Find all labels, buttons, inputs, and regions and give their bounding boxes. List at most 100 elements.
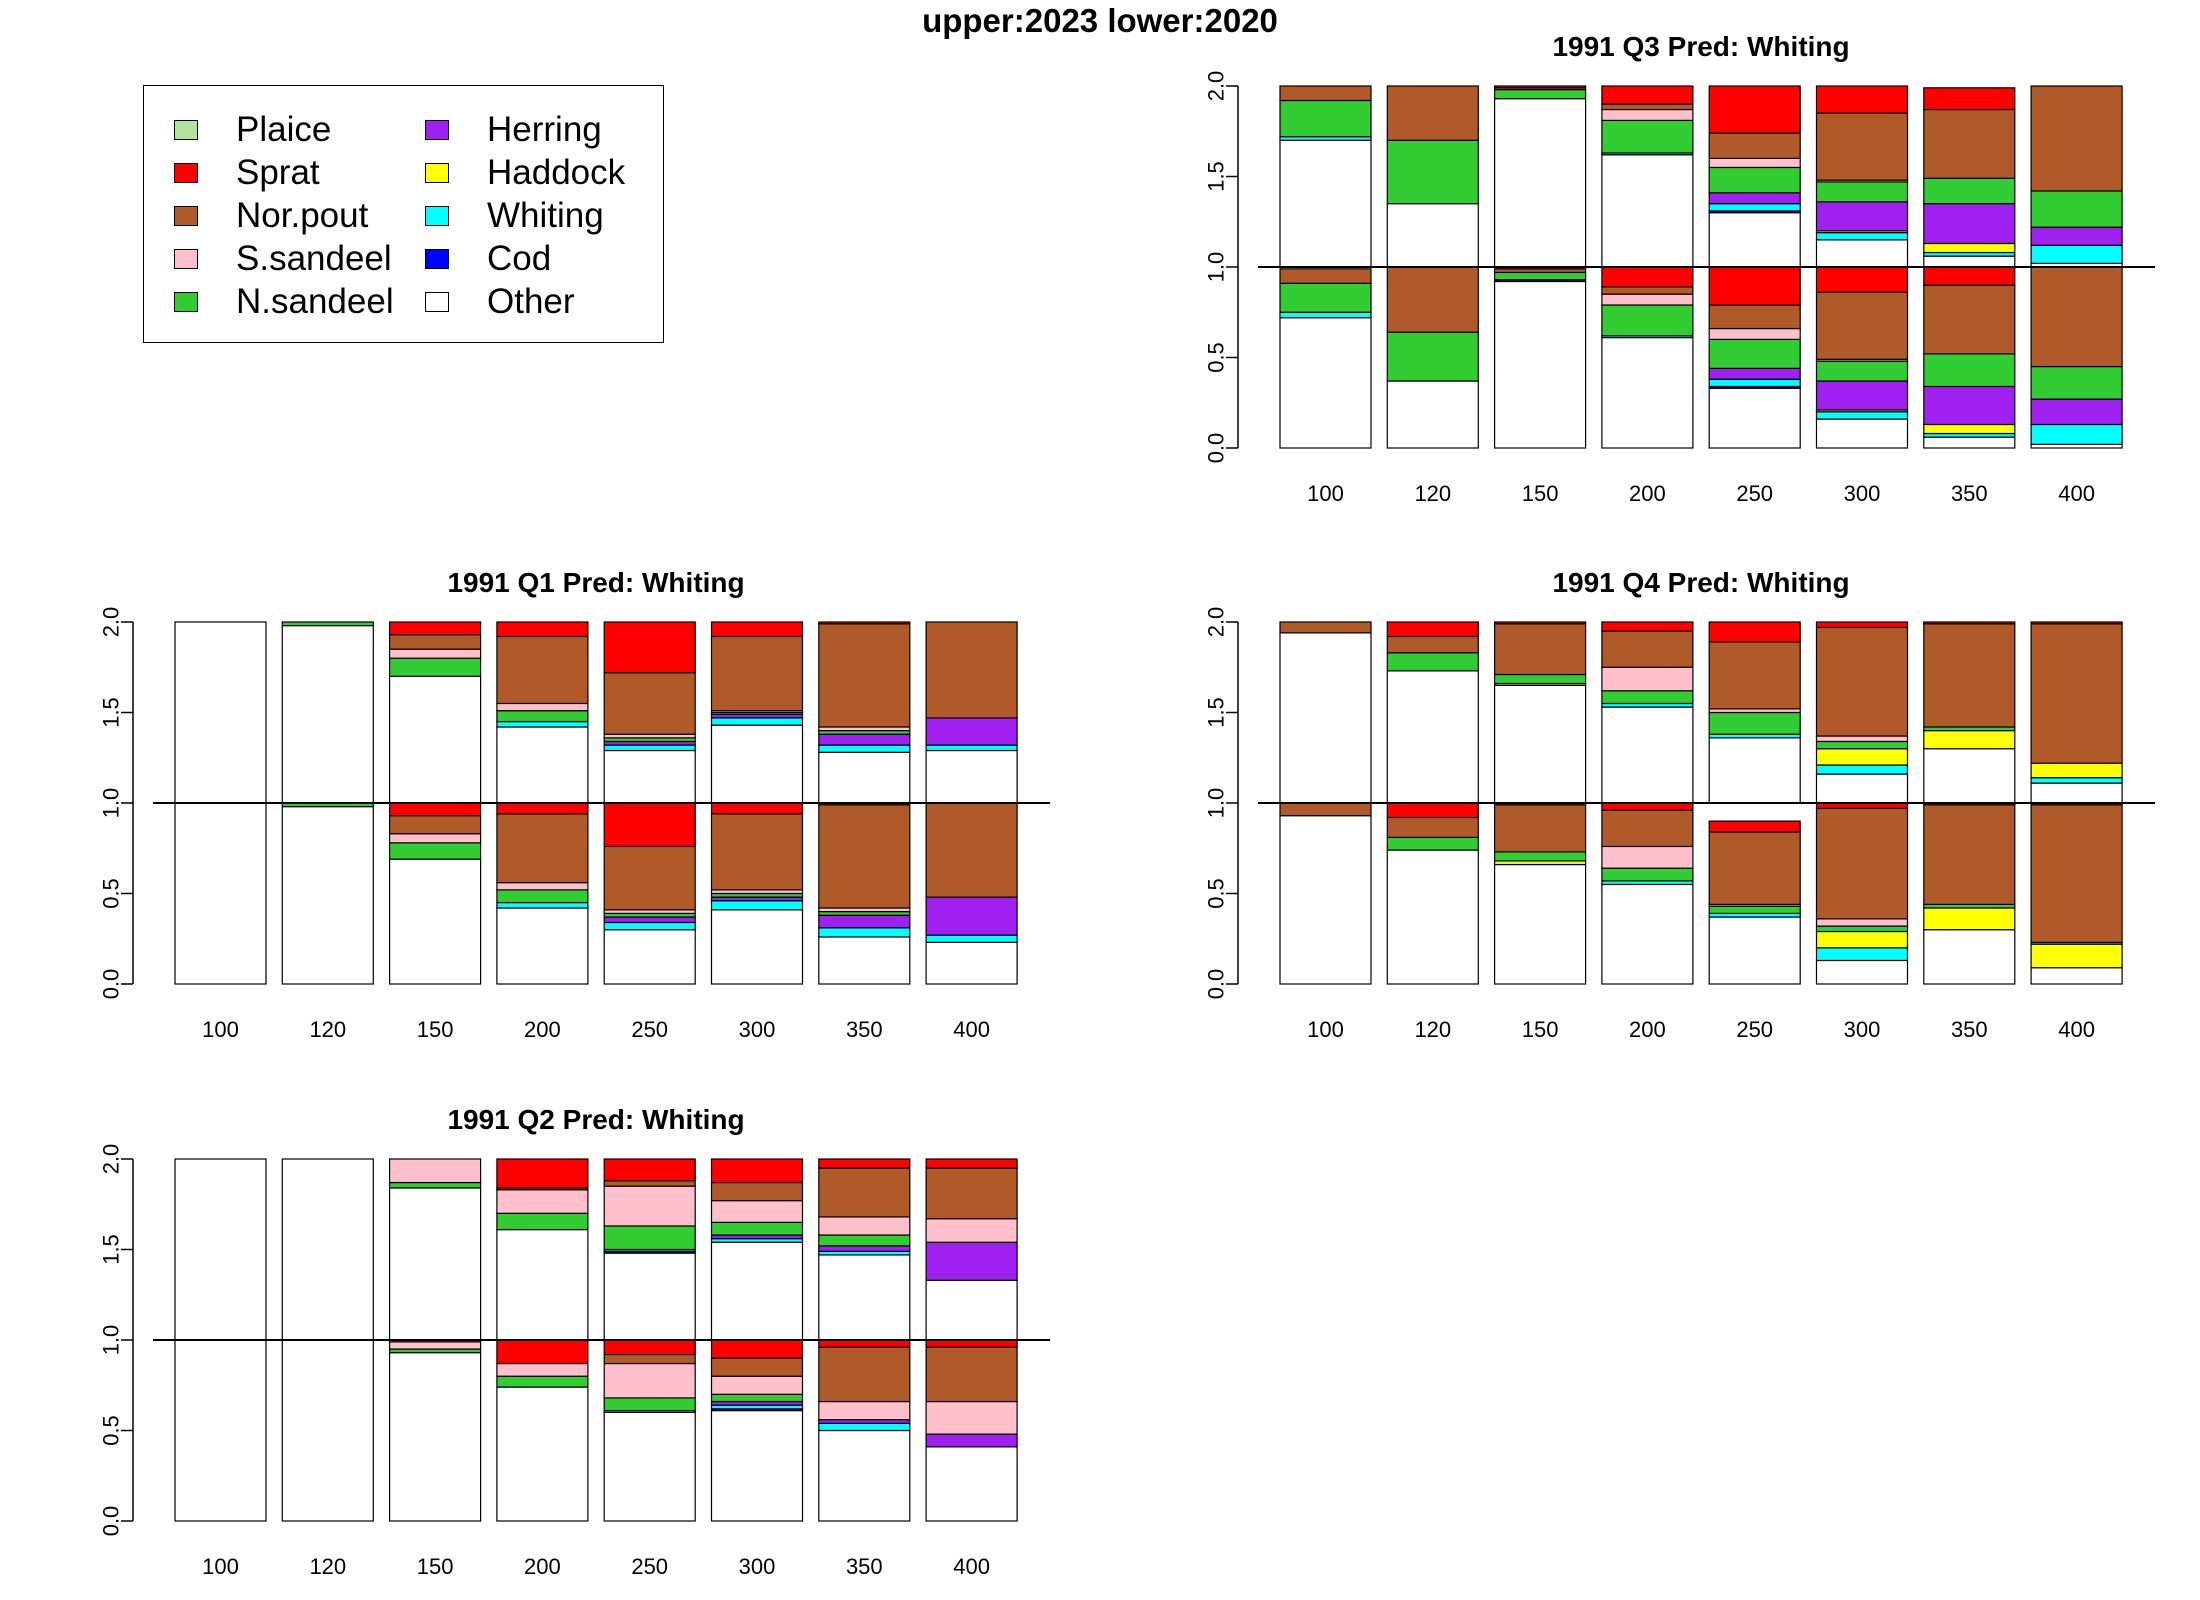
bar-segment — [1815, 411, 1909, 420]
bar-segment — [1815, 959, 1909, 985]
bar-segment — [603, 621, 696, 674]
bar-segment — [818, 1429, 911, 1522]
bar-segment — [1386, 652, 1479, 672]
bar-segment — [603, 744, 696, 752]
legend-swatch — [174, 249, 198, 269]
x-tick-label: 400 — [953, 1554, 990, 1579]
bar-segment — [1386, 139, 1479, 205]
bar-segment — [710, 1393, 804, 1403]
x-tick-label: 300 — [739, 1554, 776, 1579]
legend-swatch — [425, 163, 449, 183]
bar-segment — [1708, 378, 1801, 388]
bar-segment — [2030, 85, 2123, 192]
y-tick-label: 1.5 — [1204, 697, 1229, 728]
bar-segment — [2030, 762, 2123, 779]
bar-segment — [603, 916, 696, 924]
bar-segment — [1815, 291, 1909, 360]
bar-segment — [1923, 907, 2016, 931]
bar-segment — [1923, 423, 2016, 435]
bar-segment — [389, 833, 482, 844]
legend-item: Haddock — [425, 152, 625, 194]
x-tick-label: 400 — [953, 1017, 990, 1042]
bar-segment — [1923, 623, 2016, 728]
legend-swatch — [425, 249, 449, 269]
y-tick-label: 1.0 — [1204, 788, 1229, 819]
bar-segment — [1708, 820, 1801, 833]
bar-segment — [1493, 804, 1587, 853]
bar-segment — [1601, 666, 1694, 692]
bar-segment — [925, 1339, 1018, 1348]
bar-segment — [174, 1339, 267, 1522]
bar-segment — [281, 1339, 374, 1522]
main-title: upper:2023 lower:2020 — [922, 2, 1278, 39]
bar-segment — [389, 815, 482, 835]
bar-segment — [496, 1189, 589, 1214]
bar-segment — [174, 802, 267, 985]
bar-segment — [1708, 212, 1801, 268]
y-tick-label: 2.0 — [99, 1144, 124, 1175]
bar-segment — [496, 813, 589, 884]
bar-segment — [925, 749, 1018, 804]
bar-segment — [496, 726, 589, 804]
bar-segment — [2030, 623, 2123, 764]
bar-segment — [818, 744, 911, 753]
bar-segment — [603, 1362, 696, 1399]
bar-segment — [1601, 85, 1694, 105]
bar-segment — [818, 1346, 911, 1403]
bar-segment — [818, 936, 911, 985]
bar-segment — [496, 1386, 589, 1522]
bar-segment — [496, 635, 589, 705]
bar-segment — [1601, 266, 1694, 288]
x-tick-label: 200 — [524, 1554, 561, 1579]
legend-item: Cod — [425, 238, 551, 280]
bar-segment — [1815, 748, 1909, 766]
legend-label: Whiting — [487, 196, 604, 235]
bar-segment — [1815, 266, 1909, 293]
bar-segment — [2030, 782, 2123, 804]
bar-segment — [1815, 626, 1909, 737]
bar-segment — [1493, 85, 1587, 89]
bar-segment — [818, 1216, 911, 1236]
bar-segment — [389, 858, 482, 985]
legend-swatch — [174, 206, 198, 226]
bar-segment — [925, 717, 1018, 746]
legend-item: Herring — [425, 109, 602, 151]
bar-segment — [389, 657, 482, 677]
bar-segment — [1815, 201, 1909, 232]
legend-swatch — [174, 120, 198, 140]
bar-segment — [1279, 621, 1372, 634]
bar-segment — [603, 1252, 696, 1341]
bar-segment — [281, 625, 374, 804]
bar-segment — [1601, 286, 1694, 295]
bar-segment — [1815, 930, 1909, 949]
bar-segment — [281, 621, 374, 627]
legend-label: Other — [487, 282, 575, 321]
bar-segment — [1279, 632, 1372, 804]
bar-segment — [496, 702, 589, 712]
bar-segment — [496, 720, 589, 728]
legend-item: Plaice — [174, 109, 331, 151]
bar-segment — [1923, 284, 2016, 355]
bar-segment — [925, 1346, 1018, 1403]
bar-segment — [389, 1181, 482, 1189]
bar-segment — [818, 1400, 911, 1421]
bar-segment — [925, 1158, 1018, 1169]
bar-segment — [818, 751, 911, 804]
bar-segment — [1708, 203, 1801, 212]
x-tick-label: 150 — [417, 1554, 454, 1579]
y-tick-label: 1.5 — [1204, 161, 1229, 192]
bar-segment — [1923, 266, 2016, 286]
panel-title: 1991 Q1 Pred: Whiting — [447, 567, 744, 598]
y-tick-label: 0.5 — [99, 1415, 124, 1446]
bar-segment — [1601, 293, 1694, 306]
y-tick-label: 1.5 — [99, 1234, 124, 1265]
bar-segment — [1493, 621, 1587, 625]
x-tick-label: 350 — [1951, 1017, 1988, 1042]
x-tick-label: 100 — [1307, 1017, 1344, 1042]
bar-segment — [1923, 385, 2016, 426]
bar-segment — [710, 1339, 804, 1359]
bar-segment — [2030, 777, 2123, 784]
panel: 1991 Q4 Pred: Whiting 0.0 0.5 1.0 1.5 2.0 100 1… — [1204, 567, 2156, 1042]
x-tick-label: 150 — [417, 1017, 454, 1042]
legend-item: Sprat — [174, 152, 320, 194]
